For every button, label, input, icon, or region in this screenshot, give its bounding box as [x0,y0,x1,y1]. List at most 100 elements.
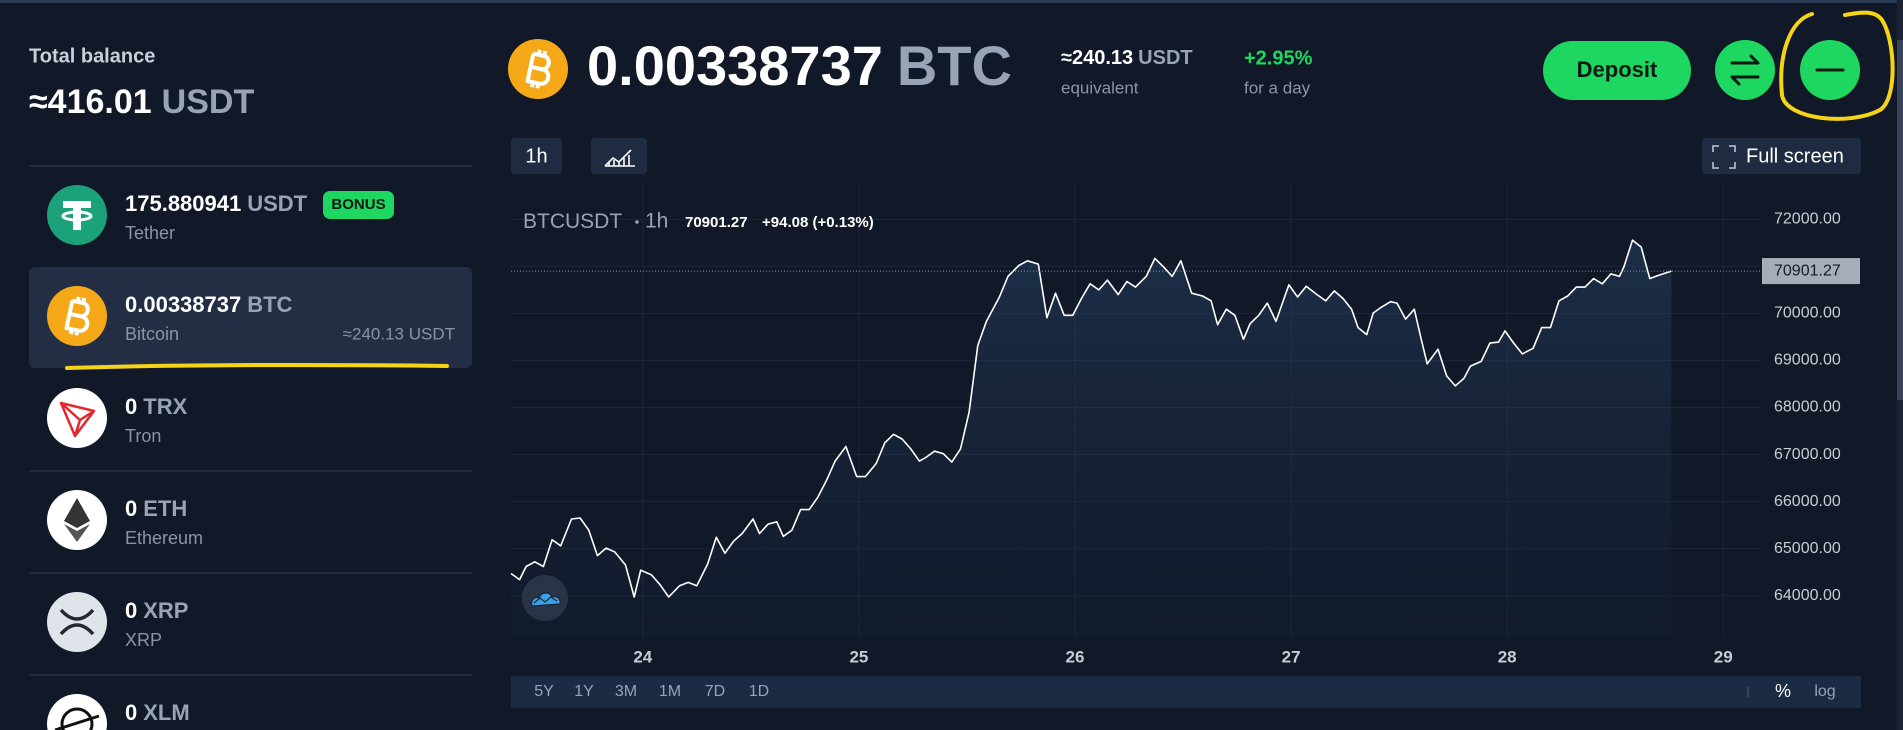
fullscreen-button[interactable] [1702,138,1861,174]
trx-glyph [59,401,96,438]
balance-title: Total balance [29,45,155,67]
x-tick-label: 24 [633,647,652,666]
scrollbar-thumb [1897,40,1903,400]
log-toggle[interactable]: log [1814,683,1835,700]
day-change-label: for a day [1244,78,1311,97]
total-amount: ≈416.01 [29,83,152,121]
btc-glyph [64,296,90,336]
last-price-tag [1762,258,1860,285]
y-tick-label: 69000.00 [1774,352,1841,369]
header-coin-icon [508,39,568,99]
x-tick-label: 27 [1282,647,1301,666]
x-tick-label: 29 [1714,647,1733,666]
y-tick-label: 64000.00 [1774,587,1841,604]
interval-button[interactable] [511,138,562,174]
asset-name: XRP [125,630,162,650]
asset-value: 0 [125,394,137,419]
coin-icon [47,592,107,652]
range-bar [511,676,1861,708]
range-button[interactable]: 1M [659,683,681,700]
total-unit: USDT [162,83,255,121]
deposit-button[interactable] [1543,41,1691,100]
fullscreen-icon [1712,145,1736,169]
range-button[interactable]: 7D [705,683,725,700]
x-tick-label: 28 [1498,647,1517,666]
tv-logo-cloud [530,592,561,607]
deposit-label: Deposit [1577,57,1658,82]
asset-value: 0 [125,700,137,725]
asset-value: 0 [125,598,137,623]
asset-unit: XRP [143,598,188,623]
range-button[interactable]: 1Y [574,683,594,700]
xlm-bar [54,714,100,730]
asset-unit: XLM [143,700,189,725]
last-price-label: 70901.27 [1774,262,1841,279]
xrp-glyph [59,608,95,636]
header-balance: 0.00338737 BTC [587,34,1012,97]
asset-equivalent: ≈240.13 USDT [343,324,455,343]
selected-row [29,267,472,368]
header-unit: BTC [897,34,1012,97]
eth-glyph-bottom [64,524,90,542]
y-tick-label: 65000.00 [1774,540,1841,557]
day-change: +2.95% [1244,47,1313,69]
eth-glyph [64,498,90,528]
range-button[interactable]: 3M [615,683,637,700]
highlight-underline [65,362,449,370]
range-button[interactable]: 5Y [534,683,554,700]
swap-icon [1730,54,1760,86]
asset-amount: 0 XLM [125,700,190,725]
x-tick-label: 25 [849,647,868,666]
chart-type-icon [604,149,635,167]
y-tick-label: 72000.00 [1774,211,1841,228]
asset-value: 175.880941 [125,191,241,216]
legend-change: +94.08 (+0.13%) [762,214,874,231]
asset-name: Tron [125,426,161,446]
equivalent-unit: USDT [1138,47,1192,69]
xrp-circle [47,592,107,652]
bonus-label: BONUS [331,196,385,213]
fullscreen-label: Full screen [1746,145,1844,167]
area [511,240,1672,637]
legend-price: 70901.27 [685,214,748,231]
interval-label: 1h [525,145,547,167]
legend-dot [635,220,639,224]
equivalent-value: ≈240.13 [1061,47,1133,69]
asset-name: Tether [125,223,175,243]
asset-value: 0 [125,496,137,521]
asset-unit: BTC [247,292,292,317]
asset-unit: ETH [143,496,187,521]
legend-interval: 1h [645,210,668,233]
coin-icon [47,694,107,730]
coin-icon [47,286,107,346]
asset-amount: 0.00338737 BTC [125,292,293,317]
asset-amount: 175.880941 USDT [125,191,308,216]
asset-value: 0.00338737 [125,292,241,317]
coin-icon [47,388,107,448]
y-tick-label: 67000.00 [1774,446,1841,463]
y-tick-label: 68000.00 [1774,399,1841,416]
percent-toggle[interactable]: % [1775,681,1791,701]
equivalent-label: equivalent [1061,78,1139,97]
y-tick-label: 66000.00 [1774,493,1841,510]
x-tick-label: 26 [1066,647,1085,666]
highlight-circle [1779,10,1895,121]
chart-legend-symbol: BTCUSDT [523,210,622,233]
asset-unit: USDT [247,191,307,216]
top-border [0,0,1903,3]
asset-amount: 0 XRP [125,598,189,623]
price-line [510,239,1672,598]
asset-name: Ethereum [125,528,203,548]
asset-amount: 0 TRX [125,394,188,419]
tether-glyph [63,201,91,230]
coin-icon [47,490,107,550]
y-tick-label: 70000.00 [1774,305,1841,322]
header-amount: 0.00338737 [587,34,883,97]
swap-button[interactable] [1715,40,1775,100]
asset-unit: TRX [143,394,187,419]
bonus-badge [323,191,394,219]
range-button[interactable]: 1D [749,683,769,700]
chart-type-button[interactable] [591,138,647,174]
